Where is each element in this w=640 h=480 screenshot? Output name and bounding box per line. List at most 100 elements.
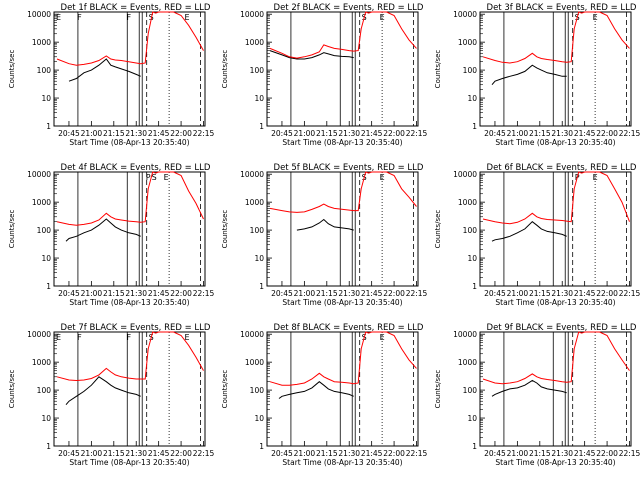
panel-2: Det 2f BLACK = Events, RED = LLD 1 10 100 10…	[221, 3, 428, 147]
x-tick-label: 22:15	[406, 449, 428, 458]
x-tick-label: 20:45	[58, 449, 80, 458]
x-tick-label: 21:30	[338, 129, 360, 138]
x-tick-label: 22:15	[406, 289, 428, 298]
y-tick-label: 10	[41, 94, 51, 103]
y-tick-label: 1	[259, 442, 264, 451]
y-tick-label: 100	[250, 386, 265, 395]
x-tick-label: 22:15	[193, 449, 215, 458]
series-line-events	[65, 218, 141, 242]
y-tick-label: 100	[463, 386, 478, 395]
x-axis-label: Start Time (08-Apr-13 20:35:40)	[69, 458, 189, 467]
y-tick-label: 1000	[458, 198, 477, 207]
event-marker-label: E	[593, 173, 598, 182]
event-marker-label: E	[185, 13, 190, 22]
y-axis-label: Counts/sec	[8, 50, 16, 89]
y-axis-label: Counts/sec	[221, 50, 229, 89]
plot-frame	[53, 331, 206, 447]
x-tick-label: 20:45	[58, 129, 80, 138]
x-tick-label: 21:45	[574, 129, 596, 138]
x-tick-label: 20:45	[484, 289, 506, 298]
x-tick-label: 21:45	[361, 449, 383, 458]
series-line-lld	[482, 11, 630, 64]
x-tick-label: 21:45	[361, 289, 383, 298]
x-tick-label: 21:15	[529, 289, 551, 298]
event-marker-label: E	[380, 333, 385, 342]
x-tick-label: 22:15	[193, 289, 215, 298]
x-tick-label: 21:30	[125, 449, 147, 458]
x-tick-label: 21:45	[148, 289, 170, 298]
event-marker-label: E	[56, 333, 61, 342]
panel-title: Det 8f BLACK = Events, RED = LLD	[274, 323, 424, 333]
x-tick-label: 22:15	[193, 129, 215, 138]
x-tick-label: 21:45	[574, 449, 596, 458]
y-tick-label: 10000	[27, 170, 51, 179]
event-marker-label: E	[164, 173, 169, 182]
x-tick-label: 21:15	[103, 129, 125, 138]
x-tick-label: 22:15	[619, 449, 640, 458]
x-tick-label: 21:15	[529, 449, 551, 458]
panel-title: Det 4f BLACK = Events, RED = LLD	[61, 163, 211, 173]
y-tick-label: 10	[254, 414, 264, 423]
plot-frame	[53, 171, 206, 287]
x-tick-label: 21:30	[338, 289, 360, 298]
y-axis-label: Counts/sec	[8, 370, 16, 409]
event-marker-label: F	[77, 333, 82, 342]
x-tick-label: 21:00	[507, 129, 529, 138]
series-line-lld	[482, 171, 630, 225]
series-line-events	[491, 379, 567, 397]
y-axis-label: Counts/sec	[221, 370, 229, 409]
y-tick-label: 10000	[27, 10, 51, 19]
x-tick-label: 22:00	[383, 289, 405, 298]
x-tick-label: 21:00	[81, 449, 103, 458]
x-tick-label: 21:00	[294, 129, 316, 138]
x-tick-label: 20:45	[271, 449, 293, 458]
panel-title: Det 5f BLACK = Events, RED = LLD	[274, 163, 424, 173]
x-tick-label: 21:15	[316, 129, 338, 138]
x-tick-label: 21:30	[125, 129, 147, 138]
series-line-events	[491, 64, 567, 86]
x-axis-label: Start Time (08-Apr-13 20:35:40)	[282, 458, 402, 467]
x-tick-label: 21:30	[125, 289, 147, 298]
panel-7: Det 7f BLACK = Events, RED = LLD 1 10 100 10…	[8, 323, 215, 467]
x-tick-label: 22:00	[383, 449, 405, 458]
series-line-lld	[56, 11, 204, 66]
x-tick-label: 22:00	[596, 449, 618, 458]
x-tick-label: 21:30	[338, 449, 360, 458]
x-tick-label: 21:30	[551, 289, 573, 298]
x-tick-label: 22:15	[619, 289, 640, 298]
panel-1: Det 1f BLACK = Events, RED = LLD 1 10 100 10…	[8, 3, 215, 147]
x-tick-label: 21:00	[81, 129, 103, 138]
x-tick-label: 21:00	[294, 449, 316, 458]
panel-8: Det 8f BLACK = Events, RED = LLD 1 10 100 10…	[221, 323, 428, 467]
x-tick-label: 21:15	[316, 449, 338, 458]
plot-frame	[266, 331, 419, 447]
y-tick-label: 1000	[245, 198, 264, 207]
series-line-lld	[269, 171, 417, 213]
y-tick-label: 10	[254, 254, 264, 263]
event-marker-label: E	[593, 13, 598, 22]
y-tick-label: 10000	[453, 10, 477, 19]
series-line-events	[491, 221, 567, 242]
x-tick-label: 20:45	[484, 129, 506, 138]
event-marker-label: S	[152, 173, 157, 182]
series-line-lld	[56, 171, 204, 226]
event-marker-label: E	[56, 13, 61, 22]
x-tick-label: 22:00	[170, 289, 192, 298]
y-tick-label: 1000	[458, 38, 477, 47]
plot-frame	[479, 331, 632, 447]
panel-5: Det 5f BLACK = Events, RED = LLD 1 10 100 10…	[221, 163, 428, 307]
plot-frame	[479, 11, 632, 127]
event-marker-label: E	[380, 13, 385, 22]
y-tick-label: 10	[41, 414, 51, 423]
series-line-events	[278, 381, 354, 399]
y-tick-label: 10	[467, 254, 477, 263]
plot-frame	[266, 171, 419, 287]
y-tick-label: 1000	[458, 358, 477, 367]
event-marker-label: E	[185, 333, 190, 342]
y-tick-label: 100	[250, 66, 265, 75]
panel-3: Det 3f BLACK = Events, RED = LLD 1 10 100 10…	[434, 3, 640, 147]
y-tick-label: 1	[46, 122, 51, 131]
y-axis-label: Counts/sec	[8, 210, 16, 249]
plot-frame	[266, 11, 419, 127]
x-tick-label: 21:45	[148, 129, 170, 138]
